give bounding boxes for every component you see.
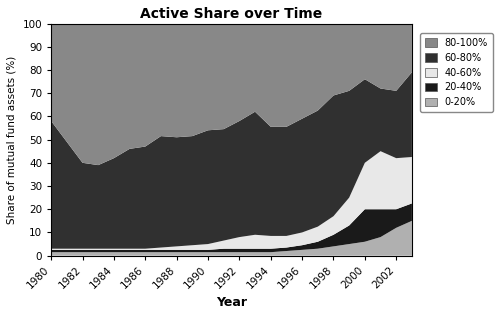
Y-axis label: Share of mutual fund assets (%): Share of mutual fund assets (%)	[7, 55, 17, 224]
X-axis label: Year: Year	[216, 296, 247, 309]
Title: Active Share over Time: Active Share over Time	[140, 7, 322, 21]
Legend: 80-100%, 60-80%, 40-60%, 20-40%, 0-20%: 80-100%, 60-80%, 40-60%, 20-40%, 0-20%	[420, 33, 493, 112]
